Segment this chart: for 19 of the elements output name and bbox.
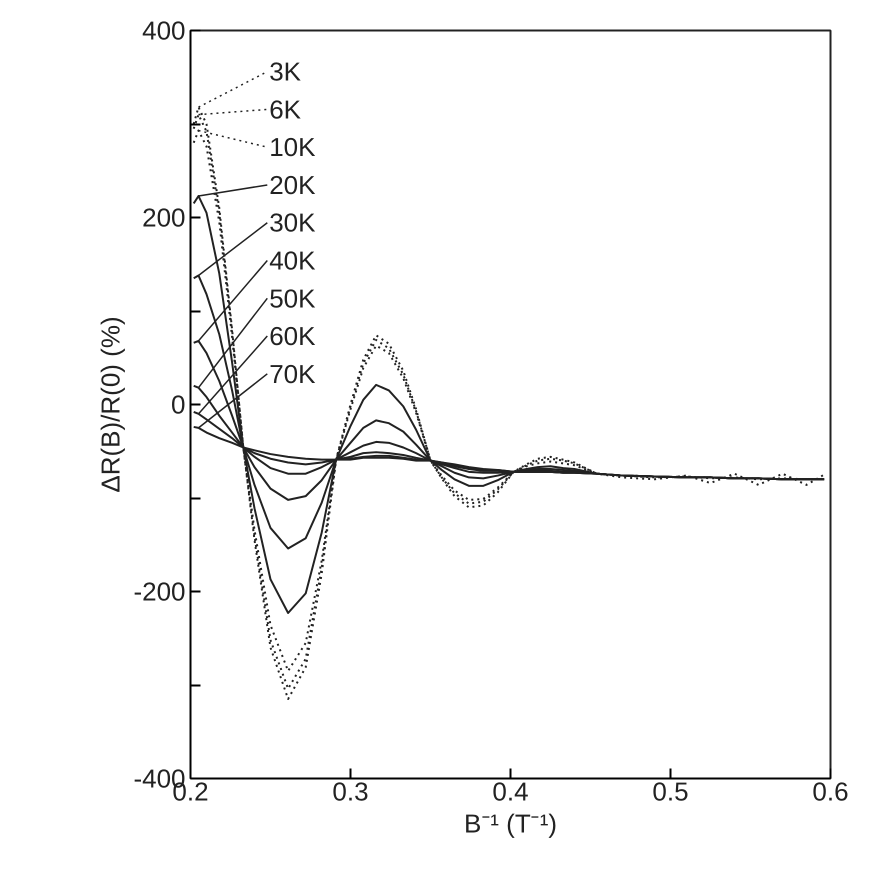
x-tick-label: 0.3 <box>332 776 369 806</box>
text: 40K <box>269 246 316 276</box>
y-tick-label: -200 <box>133 576 186 606</box>
legend-label: 20K <box>269 170 316 200</box>
text: 30K <box>269 208 316 238</box>
legend-label: 3K <box>269 56 302 87</box>
x-tick-label: 0.6 <box>812 776 849 806</box>
text: 50K <box>269 283 316 314</box>
x-tick-label: 0.5 <box>652 776 689 806</box>
text: 60K <box>269 321 316 352</box>
text: 70K <box>269 358 316 389</box>
y-axis-title: ΔR(B)/R(0) (%) <box>95 316 126 493</box>
x-axis-title: B⁻¹ (T⁻¹) <box>464 808 558 838</box>
y-tick-label: 0 <box>171 390 186 420</box>
y-tick-label: 200 <box>142 202 186 232</box>
legend-label: 10K <box>269 132 316 162</box>
x-tick-label: 0.4 <box>492 776 529 806</box>
legend-label: 6K <box>269 94 302 124</box>
y-tick-label: 400 <box>142 16 186 46</box>
